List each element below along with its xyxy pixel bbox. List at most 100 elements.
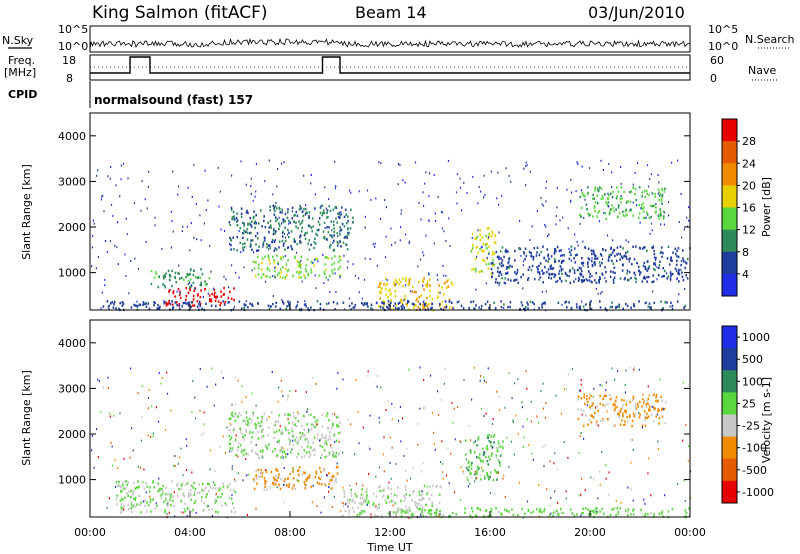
power-cell (230, 239, 233, 242)
power-cell (165, 272, 167, 275)
power-cell (544, 265, 546, 269)
power-cell (325, 207, 327, 210)
power-cell (193, 269, 195, 272)
velocity-cell (315, 472, 318, 475)
power-cell (136, 300, 138, 303)
power-cell (214, 295, 216, 299)
power-cell (661, 202, 663, 205)
power-cell (417, 300, 420, 303)
power-cell (545, 186, 547, 189)
power-cell (253, 215, 255, 219)
velocity-cell (653, 513, 655, 516)
power-cell (655, 259, 657, 262)
velocity-cell (635, 407, 638, 410)
power-cell (275, 207, 278, 210)
velocity-cell (580, 397, 583, 400)
power-cell (658, 191, 661, 194)
power-cell (654, 195, 657, 199)
velocity-cell (496, 478, 498, 481)
power-cell (175, 281, 177, 284)
power-cell (570, 245, 573, 248)
velocity-cell (279, 487, 282, 491)
power-cell (337, 267, 340, 270)
power-cell (613, 210, 615, 213)
velocity-cell (550, 512, 552, 515)
power-cell (139, 303, 142, 307)
power-cell (236, 235, 238, 239)
velocity-cell (347, 505, 349, 508)
velocity-cell (140, 511, 142, 514)
velocity-cell (684, 509, 687, 512)
power-cell (550, 277, 553, 280)
power-cell (561, 303, 563, 306)
velocity-cell (661, 407, 664, 410)
velocity-cell (194, 417, 197, 420)
power-cell (300, 230, 303, 233)
velocity-cell (602, 403, 604, 407)
power-cell (610, 204, 613, 207)
velocity-cell (382, 496, 384, 499)
velocity-cell (120, 485, 122, 488)
power-cell (629, 208, 632, 211)
power-cell (279, 207, 281, 211)
power-cell (663, 223, 665, 226)
power-cell (224, 300, 227, 304)
velocity-cell (160, 488, 163, 491)
power-cell (671, 161, 673, 164)
velocity-cell (480, 474, 482, 477)
velocity-cell (585, 507, 587, 510)
power-cell (406, 304, 408, 307)
velocity-cell (632, 397, 635, 400)
power-cell (350, 308, 352, 311)
power-cell (473, 307, 475, 310)
power-cell (431, 302, 434, 306)
power-cell (121, 304, 124, 307)
power-cell (204, 169, 206, 172)
power-cell (213, 288, 216, 292)
nsky-line (89, 37, 690, 51)
velocity-cell (653, 408, 655, 411)
velocity-cell (194, 396, 196, 399)
power-cell (176, 303, 178, 307)
power-cell (408, 281, 411, 284)
power-cell (459, 186, 462, 189)
velocity-cell (149, 498, 152, 501)
power-cell (293, 238, 295, 241)
velocity-cell (388, 500, 391, 504)
velocity-cell (304, 434, 306, 437)
power-cell (338, 216, 341, 220)
power-cell (243, 306, 245, 309)
velocity-cell (498, 395, 500, 398)
velocity-cell (297, 469, 300, 472)
power-cell (239, 226, 242, 230)
power-cell (615, 197, 618, 200)
velocity-cell (384, 499, 387, 502)
power-cell (274, 269, 276, 273)
power-cell (284, 212, 287, 216)
velocity-cell (274, 420, 277, 424)
velocity-cell (150, 510, 152, 513)
power-cell (233, 305, 235, 308)
power-cell (561, 272, 563, 275)
velocity-cell (577, 408, 580, 411)
velocity-cell (119, 499, 122, 502)
power-cell (211, 292, 213, 296)
power-cell (249, 302, 251, 305)
power-cell (230, 243, 232, 247)
freq-tick-top: 18 (62, 54, 76, 67)
velocity-cell (251, 450, 253, 453)
velocity-cell (260, 468, 262, 472)
velocity-cell (627, 420, 629, 423)
power-cell (438, 304, 441, 307)
velocity-cell (590, 476, 592, 479)
power-cell (287, 208, 289, 211)
power-cell (560, 249, 562, 252)
power-cell (272, 193, 274, 196)
power-cell (556, 245, 559, 249)
velocity-cell (218, 489, 220, 492)
velocity-cell (604, 404, 606, 407)
velocity-cell (253, 487, 256, 491)
velocity-cell (499, 454, 502, 457)
nsearch-tick-top: 10^5 (708, 23, 738, 36)
velocity-cell (134, 505, 137, 509)
